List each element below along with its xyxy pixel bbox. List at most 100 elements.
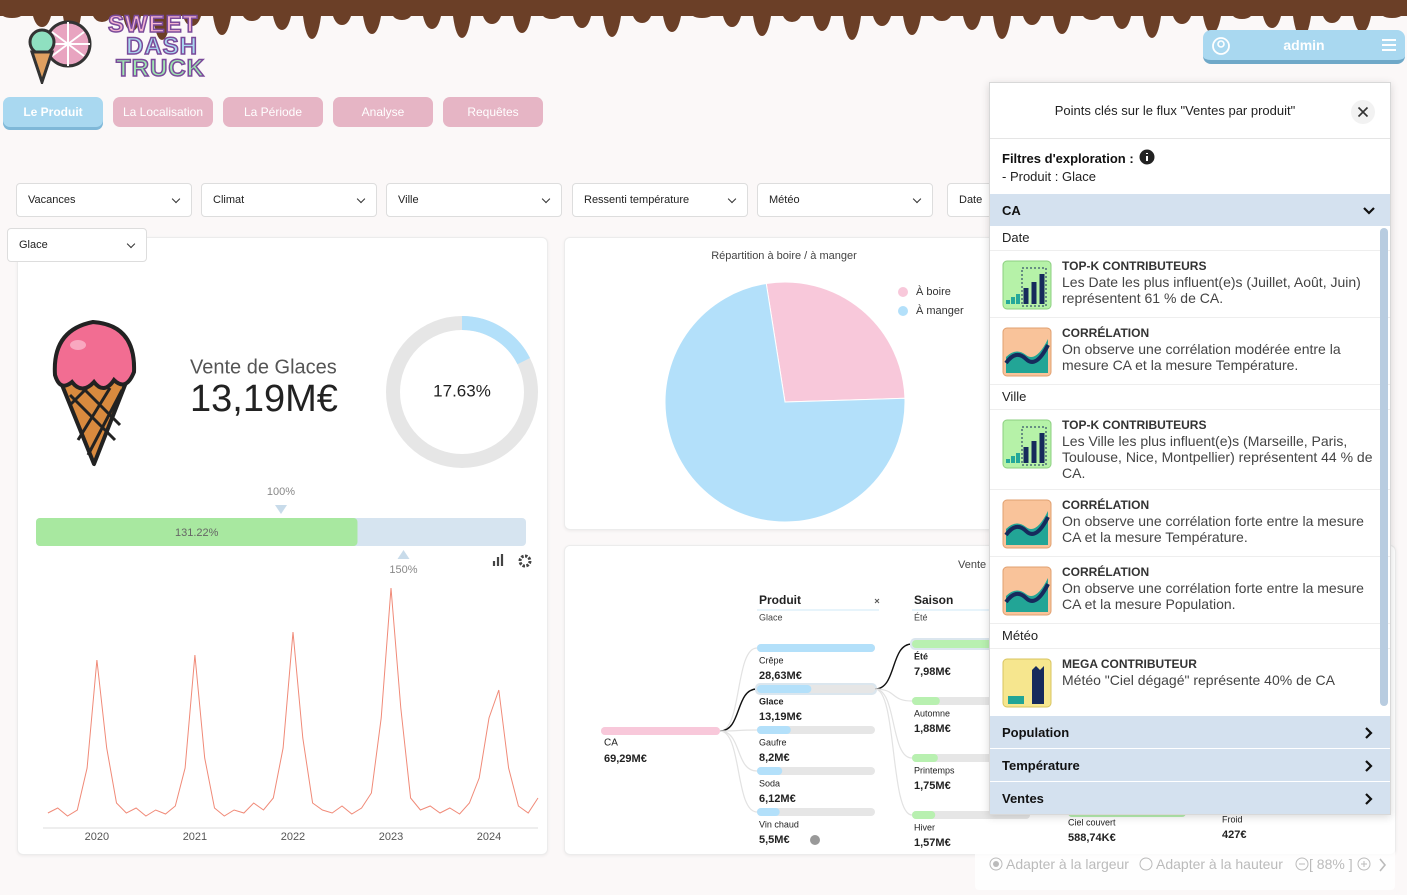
filter-dropdown[interactable]: Climat xyxy=(201,183,377,217)
nav-tab[interactable]: Le Produit xyxy=(3,97,103,127)
filter-dropdown[interactable]: Glace xyxy=(7,228,147,262)
menu-icon xyxy=(1382,39,1396,51)
correlation-icon xyxy=(1002,566,1052,616)
correlation-icon xyxy=(1002,499,1052,549)
filter-item: - Produit : Glace xyxy=(1002,169,1096,184)
insight-text: Les Ville les plus influent(e)s (Marseil… xyxy=(1062,433,1373,481)
filter-dropdown[interactable]: Vacances xyxy=(16,183,192,217)
section-header[interactable]: CA xyxy=(990,193,1390,226)
kpi-card xyxy=(17,237,548,855)
zoom-out[interactable] xyxy=(1295,857,1309,871)
radio-ring xyxy=(1139,857,1153,871)
insight-kind: TOP-K CONTRIBUTEURS xyxy=(1062,418,1207,432)
icon-frame xyxy=(1021,267,1047,307)
section-name: Population xyxy=(1002,725,1070,740)
insight-item: TOP-K CONTRIBUTEURS Les Ville les plus in… xyxy=(990,410,1390,490)
insight-kind: TOP-K CONTRIBUTEURS xyxy=(1062,259,1207,273)
menu-lines xyxy=(1382,39,1396,51)
nav-tab[interactable]: La Période xyxy=(223,97,323,127)
zoom-in-plus xyxy=(1361,861,1367,867)
zoom-next[interactable] xyxy=(1378,858,1388,872)
icon-area xyxy=(1006,339,1048,373)
drip xyxy=(0,0,1407,40)
logo-line: TRUCK xyxy=(115,55,205,82)
close-button[interactable] xyxy=(1350,99,1376,125)
insight-text: On observe une corrélation forte entre l… xyxy=(1062,580,1364,612)
logo-scoop xyxy=(28,28,56,56)
fit-height: Adapter à la hauteur xyxy=(1156,856,1283,872)
panel-header: Points clés sur le flux "Ventes par prod… xyxy=(990,83,1390,139)
section-header[interactable]: Ventes xyxy=(990,781,1390,814)
insight-item: CORRÉLATION On observe une corrélation fo… xyxy=(990,557,1390,624)
icon-bars-top xyxy=(1023,274,1045,304)
insight-text: Météo "Ciel dégagé" représente 40% de CA xyxy=(1062,672,1335,688)
filters-label: Filtres d'exploration : xyxy=(1002,151,1134,166)
insight-text: Les Date les plus influent(e)s (Juillet,… xyxy=(1062,274,1361,306)
group-label: Date xyxy=(990,226,1390,251)
icon-curve xyxy=(1004,583,1050,604)
user-ring xyxy=(1212,37,1230,55)
icon-bars xyxy=(1006,453,1020,463)
insight-kind: CORRÉLATION xyxy=(1062,565,1150,579)
chevron-right xyxy=(1365,727,1373,739)
logo-icon xyxy=(28,20,92,84)
section-header[interactable]: Population xyxy=(990,715,1390,748)
filters-list: - Produit : Glace xyxy=(1002,169,1096,184)
icon-bars xyxy=(1006,294,1020,304)
chevron-right xyxy=(1365,793,1373,805)
icon-tower xyxy=(1032,666,1044,704)
insight-item: CORRÉLATION On observe une corrélation fo… xyxy=(990,490,1390,557)
zoom-bar: Adapter à la largeur Adapter à la hauteu… xyxy=(975,845,1395,890)
section-name: Ventes xyxy=(1002,791,1044,806)
section-name: Température xyxy=(1002,758,1080,773)
topk-icon xyxy=(1002,260,1052,310)
filter-dropdown[interactable]: Ressenti température xyxy=(572,183,748,217)
nav-tab[interactable]: La Localisation xyxy=(113,97,213,127)
insights-panel: Points clés sur le flux "Ventes par prod… xyxy=(989,82,1391,815)
zoom-out-ring xyxy=(1295,857,1309,871)
filter-dropdown[interactable]: Ville xyxy=(386,183,562,217)
logo-line: DASH xyxy=(125,33,199,60)
close-x xyxy=(1357,106,1369,118)
user-head xyxy=(1217,40,1225,48)
nav-tab[interactable]: Requêtes xyxy=(443,97,543,127)
chocolate-drip xyxy=(0,0,1407,40)
chevron xyxy=(1365,793,1373,805)
radio-off[interactable] xyxy=(1139,857,1153,871)
user-icon xyxy=(1212,37,1230,55)
group-label: Ville xyxy=(990,385,1390,410)
icon-base xyxy=(1008,696,1024,704)
zoom-in[interactable] xyxy=(1357,857,1371,871)
correlation-icon xyxy=(1002,327,1052,377)
insight-text: On observe une corrélation modérée entre… xyxy=(1062,341,1341,373)
icon-area xyxy=(1006,578,1048,612)
pie-card xyxy=(564,237,1006,530)
icon-bars-top xyxy=(1023,433,1045,463)
filter-dropdown[interactable]: Météo xyxy=(757,183,933,217)
icon-frame xyxy=(1021,426,1047,466)
logo-cone xyxy=(29,50,55,84)
user-button[interactable]: admin xyxy=(1203,30,1405,64)
section-body: Date TOP-K CONTRIBUTEURS Les Date les plus… xyxy=(990,226,1390,715)
section-name: CA xyxy=(1002,203,1021,218)
insight-text: On observe une corrélation forte entre l… xyxy=(1062,513,1364,545)
insight-item: TOP-K CONTRIBUTEURS Les Date les plus inf… xyxy=(990,251,1390,318)
logo-line: SWEET xyxy=(107,11,199,38)
radio-on[interactable] xyxy=(989,857,1003,871)
nav-tab[interactable]: Analyse xyxy=(333,97,433,127)
panel-title: Points clés sur le flux "Ventes par prod… xyxy=(1054,103,1296,118)
logo-grid xyxy=(46,22,90,66)
info-icon xyxy=(1139,149,1155,165)
insight-kind: MEGA CONTRIBUTEUR xyxy=(1062,657,1197,671)
icon-area xyxy=(1006,511,1048,545)
zoom-level: [ 88% ] xyxy=(1309,856,1353,872)
insight-item: CORRÉLATION On observe une corrélation mo… xyxy=(990,318,1390,385)
fit-width: Adapter à la largeur xyxy=(1006,856,1129,872)
insight-item: MEGA CONTRIBUTEUR Météo "Ciel dégagé" rep… xyxy=(990,649,1390,715)
radio-ring xyxy=(989,857,1003,871)
section-header[interactable]: Température xyxy=(990,748,1390,781)
chevron xyxy=(1379,858,1387,872)
chevron-down xyxy=(1363,207,1375,215)
topk-icon xyxy=(1002,419,1052,469)
